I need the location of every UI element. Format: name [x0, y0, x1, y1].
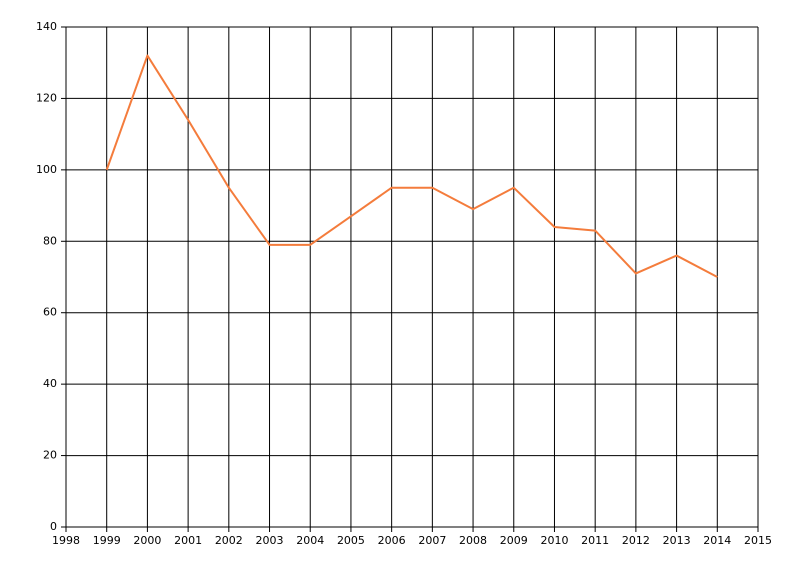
y-tick-label: 60	[43, 306, 57, 319]
x-tick-label: 2007	[418, 534, 446, 547]
y-tick-label: 100	[36, 163, 57, 176]
y-tick-label: 120	[36, 91, 57, 104]
y-tick-label: 0	[50, 520, 57, 533]
x-tick-label: 2012	[622, 534, 650, 547]
y-tick-label: 20	[43, 449, 57, 462]
data-line	[105, 54, 718, 278]
x-tick-label: 2005	[337, 534, 365, 547]
x-tick-label: 2006	[378, 534, 406, 547]
x-tick-label: 2008	[459, 534, 487, 547]
y-tick-label: 80	[43, 234, 57, 247]
x-tick-label: 1999	[93, 534, 121, 547]
x-tick-label: 2011	[581, 534, 609, 547]
x-tick-label: 2013	[663, 534, 691, 547]
y-tick-label: 140	[36, 20, 57, 33]
x-tick-label: 2014	[703, 534, 731, 547]
x-tick-label: 2004	[296, 534, 324, 547]
x-tick-label: 2009	[500, 534, 528, 547]
x-tick-label: 2015	[744, 534, 772, 547]
x-tick-label: 1998	[52, 534, 80, 547]
x-tick-label: 2001	[174, 534, 202, 547]
x-tick-label: 2010	[540, 534, 568, 547]
y-tick-label: 40	[43, 377, 57, 390]
x-tick-label: 2000	[133, 534, 161, 547]
x-tick-label: 2003	[256, 534, 284, 547]
x-tick-label: 2002	[215, 534, 243, 547]
